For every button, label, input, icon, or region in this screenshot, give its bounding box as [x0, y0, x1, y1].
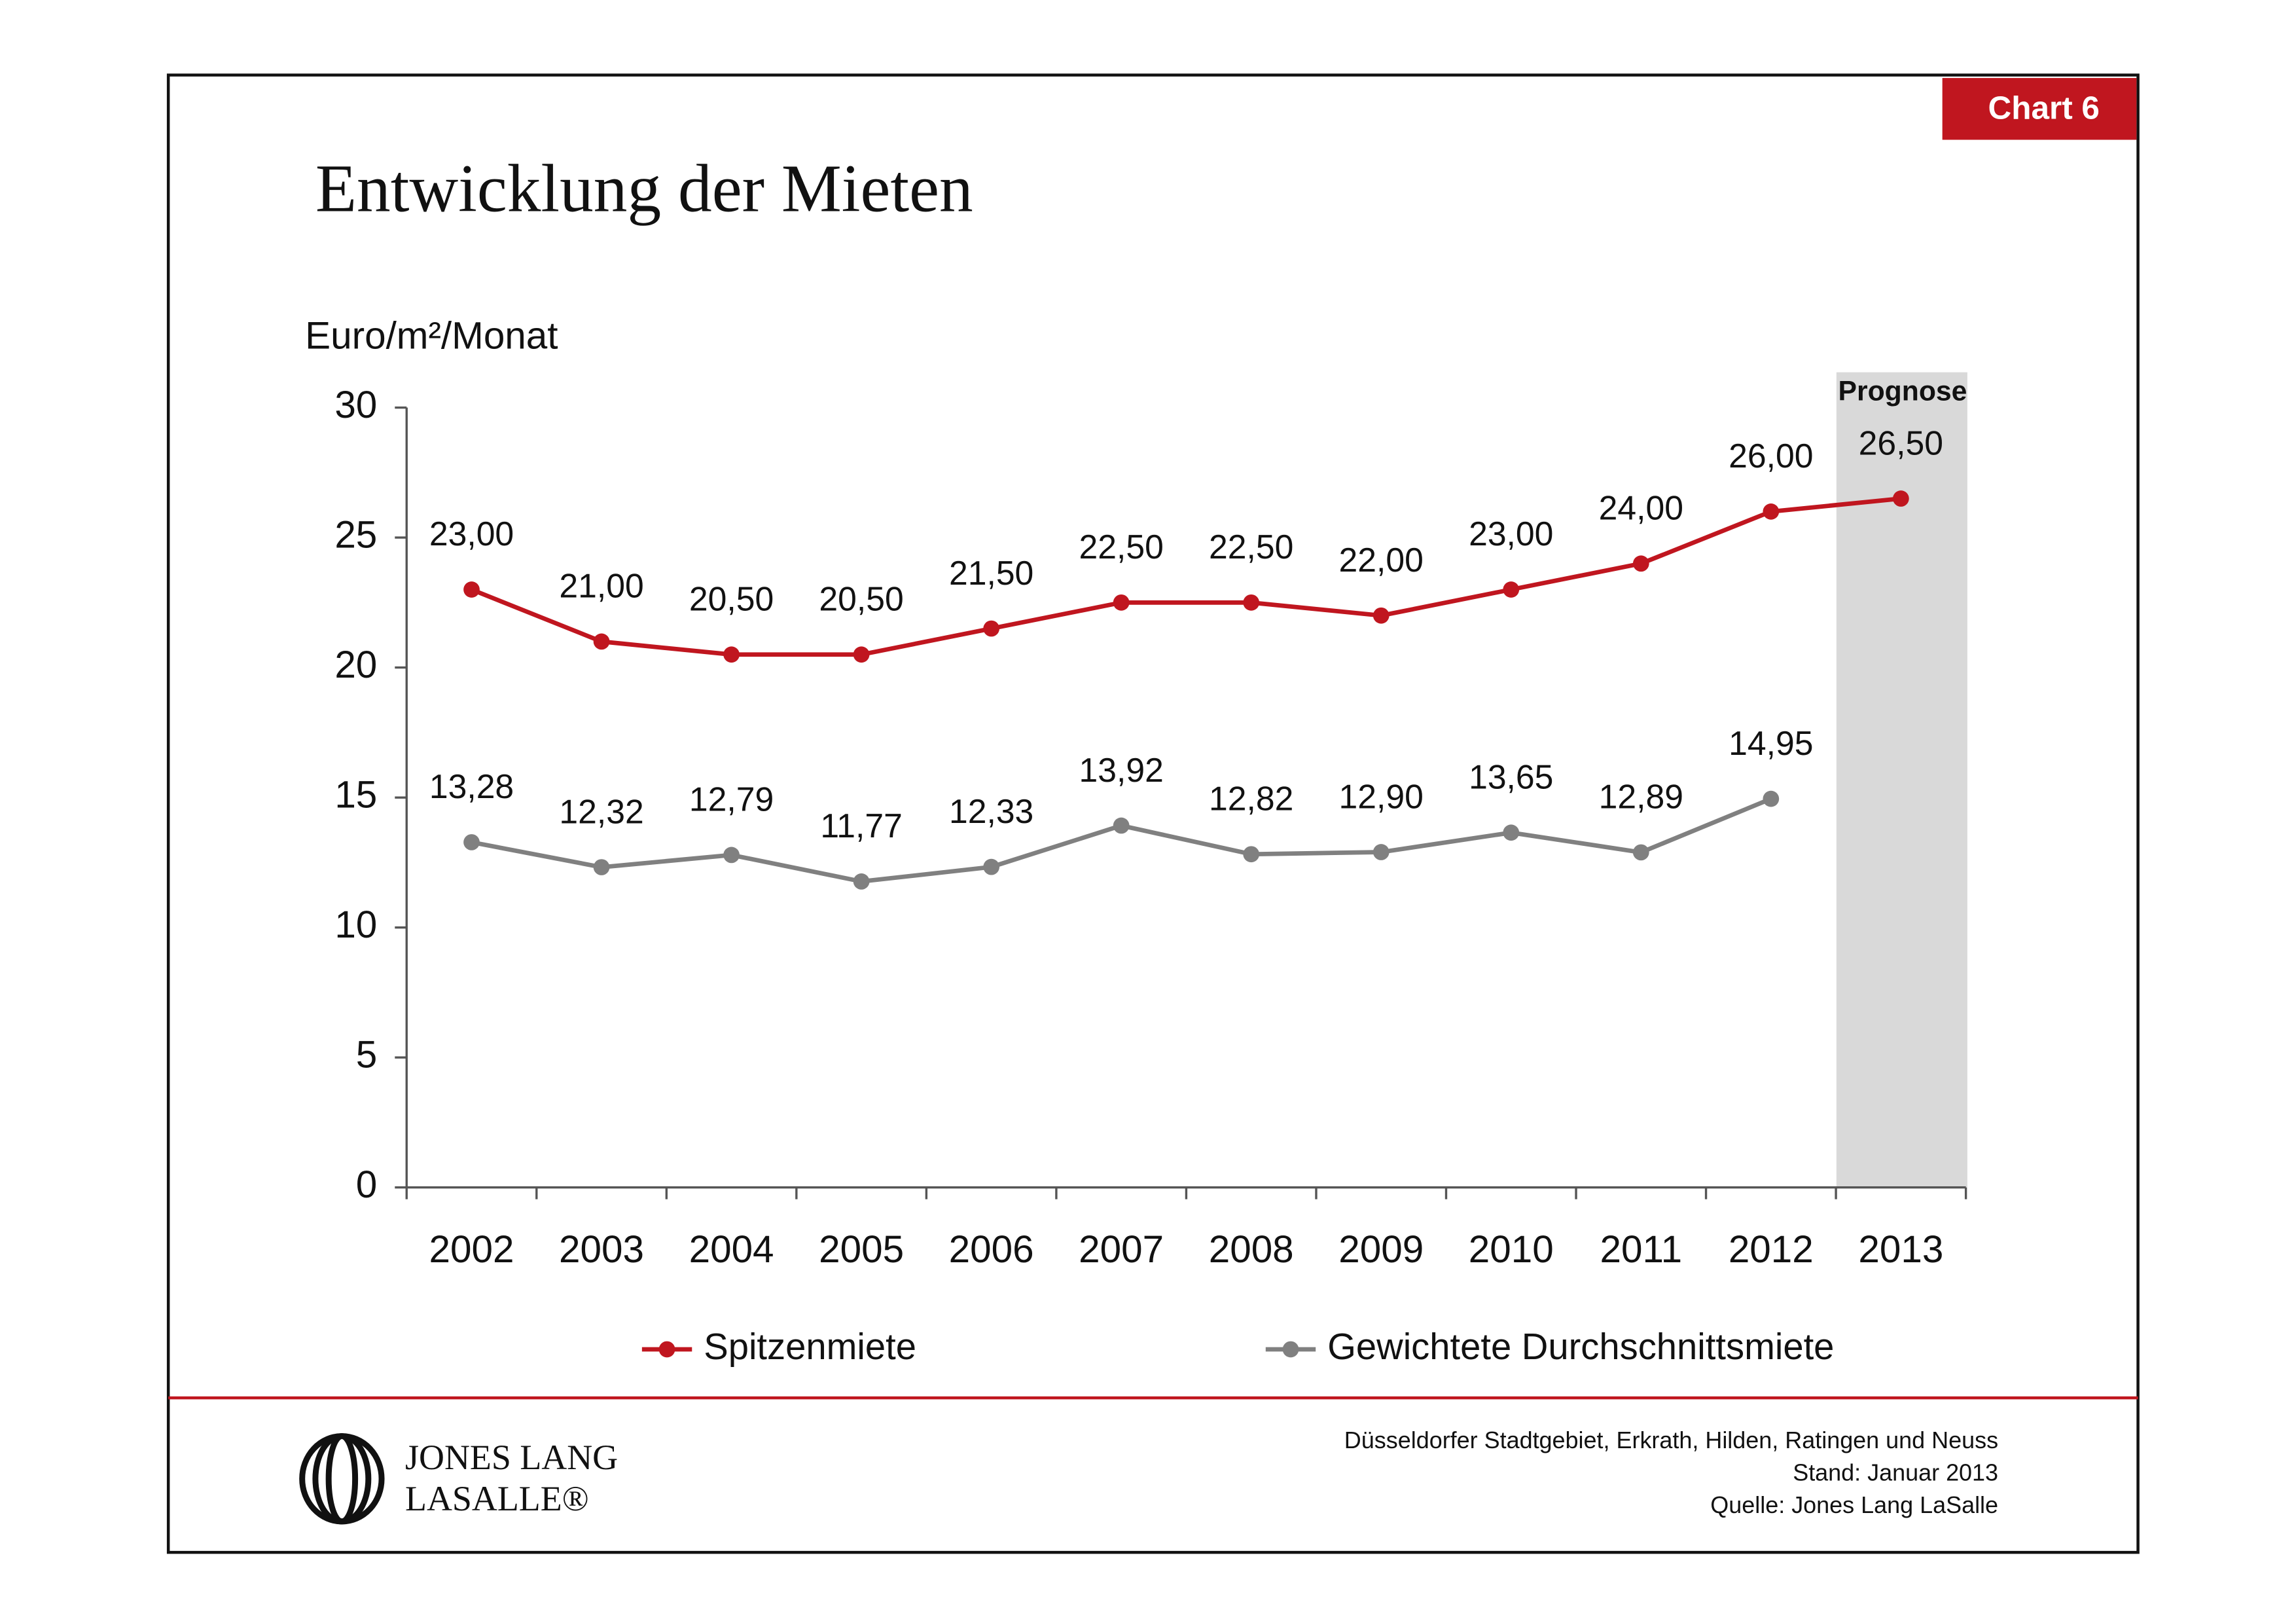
data-label: 12,79: [689, 780, 774, 818]
data-label: 22,50: [1209, 528, 1293, 566]
legend-label: Gewichtete Durchschnittsmiete: [1327, 1326, 1834, 1367]
point: [1113, 594, 1130, 611]
point: [723, 847, 740, 864]
x-tick-label: 2002: [429, 1228, 514, 1271]
data-label: 20,50: [819, 580, 903, 618]
x-tick-label: 2004: [689, 1228, 774, 1271]
data-label: 12,90: [1339, 777, 1424, 815]
badge: Chart 6: [1988, 90, 2100, 126]
point: [723, 646, 740, 663]
point: [463, 581, 480, 598]
point: [983, 858, 1000, 875]
annotation: Prognose: [1839, 375, 1967, 407]
legend-marker: [1282, 1341, 1299, 1358]
point: [463, 834, 480, 850]
data-label: 26,50: [1859, 424, 1943, 462]
frame: [166, 73, 2140, 1554]
legend-marker: [658, 1341, 675, 1358]
logo-mark: [299, 1433, 385, 1525]
point: [1632, 555, 1649, 572]
data-label: 12,89: [1599, 778, 1683, 816]
data-label: 21,00: [559, 567, 643, 605]
point: [1503, 581, 1520, 598]
data-label: 20,50: [689, 580, 774, 618]
point: [1372, 844, 1390, 860]
y-tick-label: 15: [334, 774, 377, 816]
data-label: 13,92: [1079, 751, 1163, 789]
data-label: 12,33: [949, 792, 1033, 830]
point: [1243, 594, 1260, 611]
x-tick-label: 2005: [819, 1228, 904, 1271]
point: [1892, 490, 1909, 507]
y-tick-label: 0: [356, 1163, 378, 1206]
point: [593, 859, 610, 875]
y-tick-label: 25: [334, 514, 377, 556]
point: [983, 620, 1000, 637]
x-tick-label: 2010: [1469, 1228, 1554, 1271]
data-label: 21,50: [949, 554, 1033, 592]
point: [1372, 607, 1390, 624]
data-label: 13,65: [1469, 757, 1553, 795]
y-axis-label: Euro/m²/Monat: [305, 314, 558, 357]
point: [1243, 846, 1260, 863]
y-tick-label: 10: [334, 903, 377, 946]
data-label: 22,50: [1079, 528, 1163, 566]
chart-title: Entwicklung der Mieten: [315, 152, 973, 227]
x-tick-label: 2013: [1858, 1228, 1943, 1271]
point: [1113, 817, 1130, 834]
data-label: 24,00: [1599, 489, 1683, 527]
footer-text: Quelle: Jones Lang LaSalle: [1710, 1491, 1998, 1518]
series-line: [471, 496, 1901, 657]
point: [1503, 824, 1520, 841]
x-tick-label: 2003: [559, 1228, 644, 1271]
point: [853, 873, 870, 890]
x-tick-label: 2007: [1079, 1228, 1164, 1271]
point: [1763, 503, 1780, 520]
x-tick-label: 2008: [1209, 1228, 1294, 1271]
data-label: 23,00: [429, 515, 514, 553]
footer-text: Stand: Januar 2013: [1793, 1459, 1998, 1486]
data-label: 12,82: [1209, 779, 1293, 817]
data-label: 13,28: [429, 767, 514, 805]
badge-box: [1942, 78, 2137, 140]
y-tick-label: 30: [334, 384, 377, 426]
data-label: 26,00: [1729, 437, 1813, 475]
logo-text: LASALLE®: [405, 1479, 589, 1518]
series-line: [471, 797, 1772, 884]
data-label: 14,95: [1729, 724, 1813, 762]
data-label: 23,00: [1469, 515, 1553, 553]
data-label: 22,00: [1339, 541, 1424, 579]
data-label: 12,32: [559, 792, 643, 830]
footer-text: Düsseldorfer Stadtgebiet, Erkrath, Hilde…: [1344, 1427, 1998, 1453]
x-tick-label: 2011: [1600, 1228, 1682, 1271]
logo-text: JONES LANG: [405, 1438, 618, 1477]
data-label: 11,77: [820, 807, 903, 845]
legend-label: Spitzenmiete: [704, 1326, 916, 1367]
point: [1763, 790, 1780, 807]
x-tick-label: 2009: [1338, 1228, 1424, 1271]
point: [853, 646, 870, 663]
forecast-band: [1836, 372, 1967, 1188]
y-tick-label: 20: [334, 644, 377, 686]
x-tick-label: 2006: [949, 1228, 1034, 1271]
point: [1632, 844, 1649, 861]
y-tick-label: 5: [356, 1034, 378, 1076]
x-tick-label: 2012: [1729, 1228, 1814, 1271]
point: [593, 633, 610, 650]
